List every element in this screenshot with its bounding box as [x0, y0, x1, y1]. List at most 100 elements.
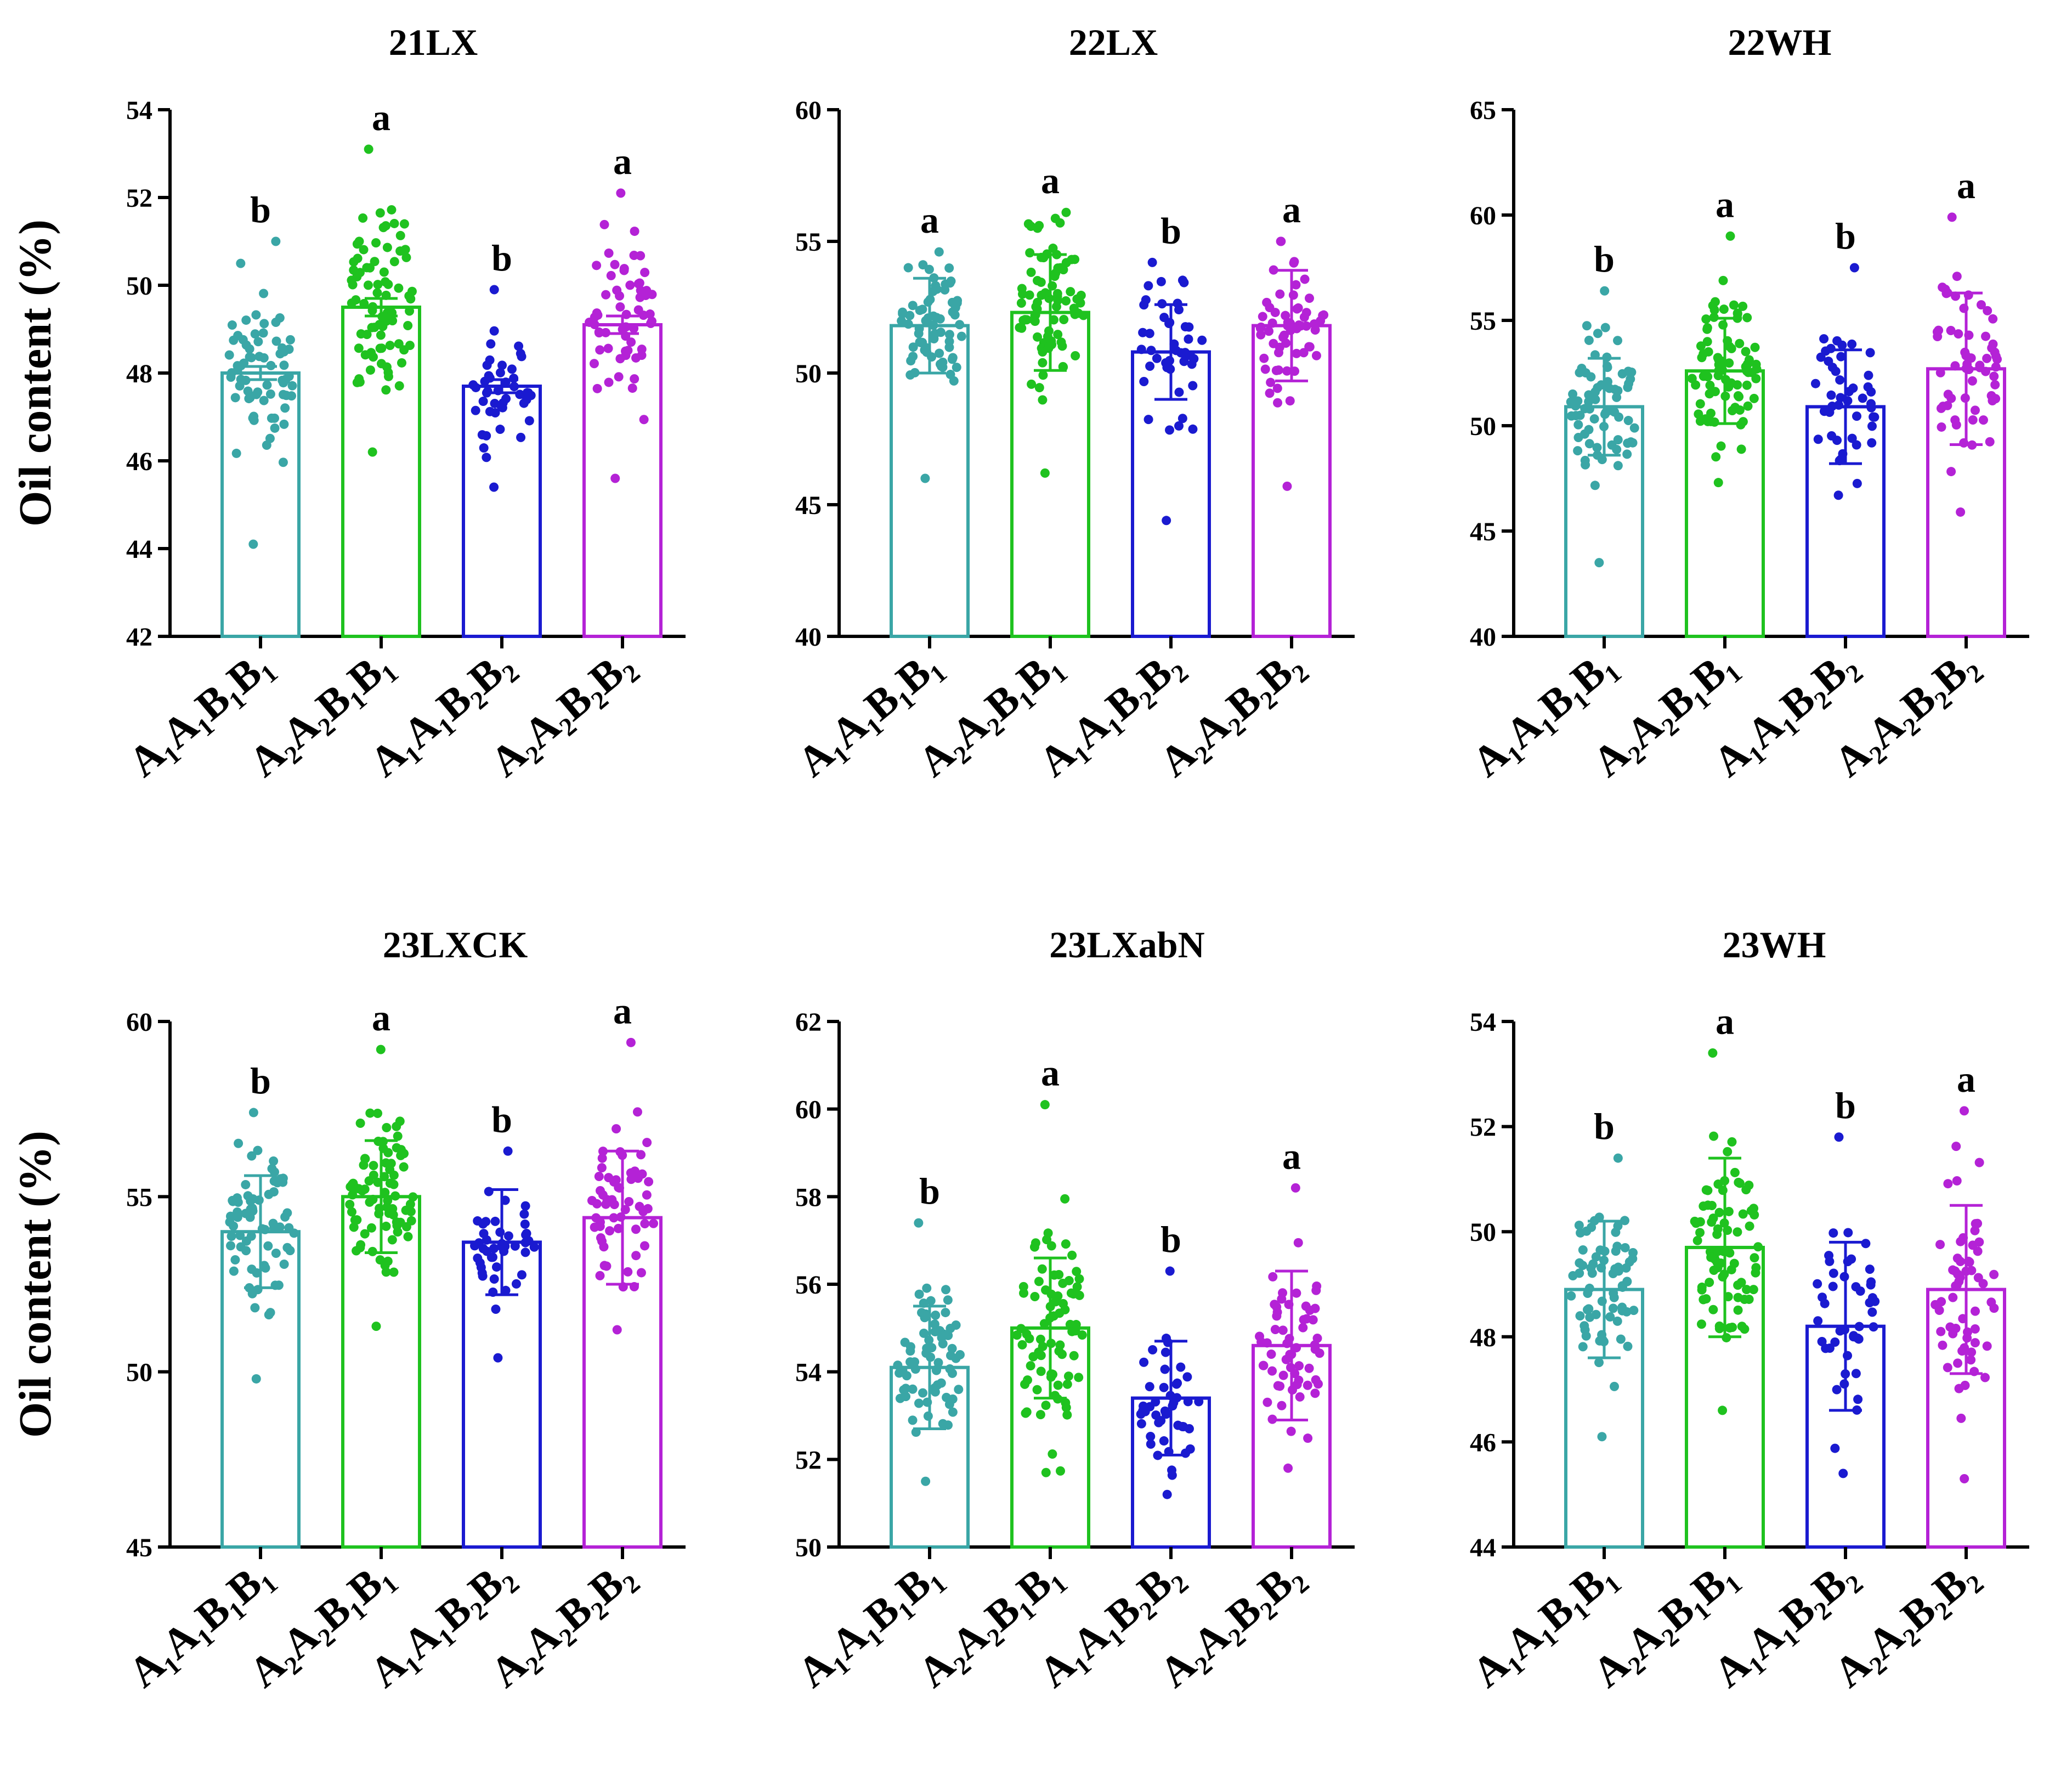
- data-point: [1867, 1307, 1877, 1317]
- points-series-1: [225, 1108, 299, 1384]
- data-point: [1061, 296, 1071, 306]
- data-point: [1068, 1289, 1078, 1299]
- data-point: [1179, 357, 1189, 366]
- data-point: [905, 1342, 915, 1352]
- data-point: [1273, 398, 1283, 408]
- data-point: [1724, 358, 1734, 368]
- data-point: [489, 285, 499, 295]
- data-point: [1061, 1239, 1071, 1249]
- data-point: [1613, 435, 1623, 445]
- data-point: [610, 473, 620, 483]
- data-point: [1584, 425, 1594, 434]
- data-point: [385, 341, 395, 351]
- data-point: [944, 342, 954, 352]
- data-point: [1973, 1218, 1983, 1228]
- data-point: [1971, 1306, 1980, 1316]
- data-point: [630, 374, 639, 384]
- y-tick-label: 40: [795, 623, 822, 652]
- data-point: [898, 309, 908, 319]
- bar-1: [220, 371, 301, 638]
- data-point: [378, 321, 388, 331]
- data-point: [1733, 1227, 1742, 1237]
- data-point: [236, 1242, 246, 1252]
- data-point: [589, 359, 599, 369]
- data-point: [229, 1266, 239, 1276]
- data-point: [592, 383, 602, 393]
- data-point: [234, 1138, 244, 1148]
- data-point: [1277, 1401, 1287, 1410]
- data-point: [1948, 1265, 1958, 1275]
- data-point: [1832, 1385, 1842, 1395]
- data-point: [524, 416, 534, 426]
- data-point: [1622, 1277, 1632, 1286]
- data-point: [253, 337, 263, 347]
- data-point: [615, 291, 625, 301]
- data-point: [1866, 399, 1876, 409]
- data-point: [1835, 1326, 1845, 1336]
- data-point: [265, 433, 275, 443]
- data-point: [275, 1222, 285, 1232]
- data-point: [367, 447, 377, 457]
- data-point: [616, 188, 626, 198]
- data-point: [590, 320, 599, 330]
- data-point: [1851, 1282, 1861, 1292]
- data-point: [598, 1147, 608, 1156]
- data-point: [895, 1393, 905, 1403]
- data-point: [1813, 434, 1823, 444]
- data-point: [1692, 1235, 1702, 1245]
- y-tick-label: 62: [795, 1008, 822, 1037]
- data-point: [1053, 330, 1063, 340]
- data-point: [501, 394, 511, 404]
- data-point: [482, 360, 492, 370]
- data-point: [399, 1162, 409, 1172]
- data-point: [1620, 1243, 1630, 1252]
- data-point: [624, 1197, 634, 1207]
- data-point: [1832, 336, 1842, 346]
- data-point: [405, 306, 415, 316]
- data-point: [1581, 460, 1590, 470]
- data-point: [1699, 1201, 1708, 1211]
- data-point: [1835, 375, 1845, 385]
- data-point: [631, 353, 641, 363]
- data-point: [269, 1156, 279, 1166]
- data-point: [1623, 416, 1633, 426]
- data-point: [1591, 1252, 1601, 1262]
- data-point: [1056, 263, 1066, 273]
- y-tick-label: 60: [795, 1096, 822, 1125]
- data-point: [247, 1264, 257, 1274]
- data-point: [1055, 1308, 1065, 1318]
- data-point: [1566, 1291, 1576, 1301]
- data-point: [1694, 409, 1703, 419]
- data-point: [490, 1216, 500, 1226]
- y-tick-label: 54: [1470, 1008, 1496, 1037]
- data-point: [1051, 302, 1061, 312]
- data-point: [1282, 1339, 1292, 1348]
- data-point: [1162, 516, 1171, 526]
- data-point: [348, 1190, 358, 1200]
- data-point: [932, 1380, 942, 1390]
- data-point: [640, 1219, 650, 1229]
- data-point: [920, 473, 930, 483]
- data-point: [1960, 1474, 1969, 1483]
- data-point: [1714, 1324, 1724, 1334]
- data-point: [1033, 276, 1043, 286]
- data-point: [1054, 1270, 1064, 1280]
- data-point: [516, 349, 525, 359]
- data-point: [1061, 207, 1071, 217]
- data-point: [1270, 1300, 1280, 1309]
- data-point: [914, 324, 924, 334]
- data-point: [1947, 212, 1957, 222]
- data-point: [906, 356, 916, 366]
- data-point: [249, 411, 259, 421]
- data-point: [1296, 321, 1306, 331]
- data-point: [241, 1179, 251, 1189]
- data-point: [376, 1045, 386, 1054]
- data-point: [529, 1242, 539, 1252]
- data-point: [1035, 1410, 1045, 1420]
- data-point: [1060, 1194, 1070, 1204]
- data-point: [495, 425, 505, 434]
- data-point: [1981, 331, 1991, 341]
- data-point: [1188, 424, 1198, 434]
- data-point: [1171, 346, 1181, 355]
- data-point: [1833, 490, 1843, 500]
